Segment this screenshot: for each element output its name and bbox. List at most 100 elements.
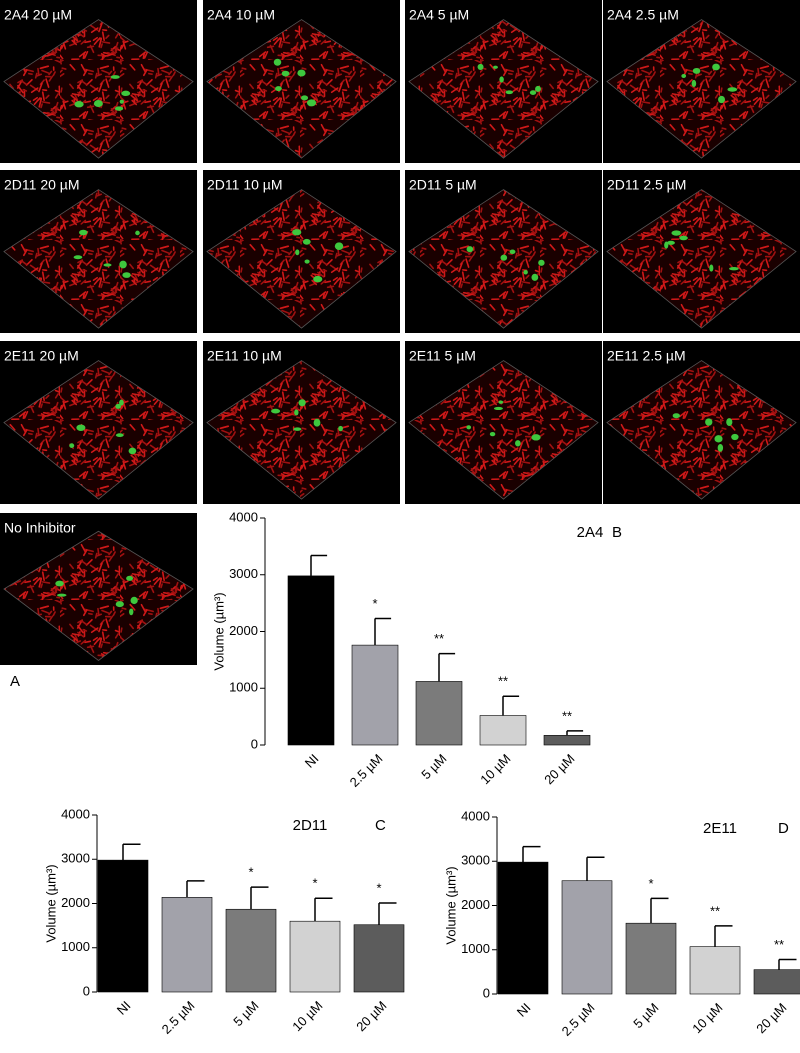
- y-axis-label: Volume (µm³): [43, 864, 58, 942]
- y-tick-label: 4000: [61, 806, 90, 821]
- bar: [289, 920, 341, 993]
- green-spot: [466, 246, 474, 253]
- micrograph: 2E11 10 µM: [203, 341, 400, 504]
- x-tick-label: 2.5 µM: [559, 1000, 598, 1039]
- significance: **: [498, 674, 508, 689]
- green-spot: [666, 240, 675, 245]
- bar: [287, 575, 335, 746]
- image-label: 2A4 10 µM: [207, 7, 275, 23]
- bar: [415, 681, 463, 746]
- green-spot: [705, 418, 713, 426]
- micrograph: 2A4 5 µM: [405, 0, 602, 163]
- chart-title: 2D11: [293, 817, 328, 834]
- y-tick-label: 2000: [229, 623, 258, 638]
- biofilm: [606, 189, 797, 329]
- green-spot: [271, 408, 281, 414]
- y-tick-label: 0: [251, 736, 258, 751]
- significance: *: [312, 876, 317, 891]
- biofilm: [3, 360, 194, 500]
- green-spot: [679, 235, 688, 241]
- green-spot: [119, 99, 124, 104]
- x-tick-label: 10 µM: [689, 1000, 725, 1036]
- significance: **: [562, 708, 572, 723]
- green-spot: [115, 403, 122, 409]
- green-spot: [129, 608, 134, 616]
- bar: [543, 735, 591, 746]
- green-spot: [302, 238, 311, 245]
- green-spot: [298, 399, 306, 407]
- green-spot: [726, 418, 733, 427]
- green-spot: [538, 259, 545, 266]
- green-spot: [115, 601, 124, 608]
- x-tick-label: 10 µM: [477, 751, 513, 787]
- green-spot: [515, 440, 521, 447]
- green-spot: [691, 79, 697, 88]
- green-spot: [531, 434, 541, 441]
- significance: *: [372, 596, 377, 611]
- bar: [351, 644, 399, 746]
- y-axis-label: Volume (µm³): [211, 592, 226, 670]
- bar: [97, 859, 149, 993]
- green-spot: [73, 255, 83, 260]
- green-spot: [76, 424, 86, 431]
- panel-label: C: [375, 817, 386, 834]
- image-label: 2E11 5 µM: [409, 348, 476, 364]
- green-spot: [672, 413, 680, 419]
- micrograph: 2E11 20 µM: [0, 341, 197, 504]
- x-tick-label: 2.5 µM: [159, 998, 198, 1037]
- y-tick-label: 1000: [61, 939, 90, 954]
- bar: [161, 897, 213, 993]
- micrograph: 2A4 20 µM: [0, 0, 197, 163]
- biofilm: [206, 189, 397, 329]
- green-spot: [122, 272, 131, 278]
- green-spot: [294, 409, 299, 416]
- green-spot: [119, 260, 127, 269]
- green-spot: [671, 230, 682, 236]
- green-spot: [493, 406, 503, 411]
- chart-title: 2E11: [703, 820, 737, 837]
- x-tick-label: NI: [514, 1000, 534, 1020]
- green-spot: [297, 69, 306, 77]
- green-spot: [717, 444, 724, 452]
- x-tick-label: 20 µM: [753, 1000, 789, 1036]
- significance: *: [376, 880, 381, 895]
- x-tick-label: NI: [114, 998, 134, 1018]
- significance: *: [248, 865, 253, 880]
- green-spot: [727, 87, 738, 92]
- green-spot: [531, 273, 539, 281]
- green-spot: [93, 99, 103, 108]
- green-spot: [681, 73, 687, 78]
- green-spot: [313, 418, 321, 427]
- y-tick-label: 1000: [229, 680, 258, 695]
- x-tick-label: 2.5 µM: [347, 751, 386, 790]
- green-spot: [529, 90, 537, 95]
- significance: *: [648, 876, 653, 891]
- significance: **: [774, 937, 784, 952]
- bar: [689, 946, 741, 995]
- green-spot: [110, 75, 120, 79]
- image-label: No Inhibitor: [4, 520, 76, 536]
- micrograph: No Inhibitor: [0, 513, 197, 665]
- micrograph: 2E11 2.5 µM: [603, 341, 800, 504]
- bar: [561, 880, 613, 995]
- green-spot: [55, 580, 64, 587]
- green-spot: [499, 76, 504, 83]
- image-label: 2E11 2.5 µM: [607, 348, 686, 364]
- y-tick-label: 3000: [229, 566, 258, 581]
- y-tick-label: 0: [483, 985, 490, 1000]
- x-tick-label: NI: [302, 751, 322, 771]
- green-spot: [535, 85, 541, 92]
- green-spot: [313, 275, 323, 283]
- image-label: 2D11 20 µM: [4, 177, 80, 193]
- green-spot: [275, 86, 282, 92]
- micrograph: 2A4 2.5 µM: [603, 0, 800, 163]
- image-label: 2A4 2.5 µM: [607, 7, 679, 23]
- biofilm: [408, 19, 599, 159]
- green-spot: [135, 230, 140, 236]
- image-label: 2A4 5 µM: [409, 7, 469, 23]
- green-spot: [115, 433, 124, 438]
- green-spot: [79, 229, 88, 236]
- green-spot: [334, 242, 344, 251]
- significance: **: [434, 631, 444, 646]
- y-tick-label: 4000: [229, 509, 258, 524]
